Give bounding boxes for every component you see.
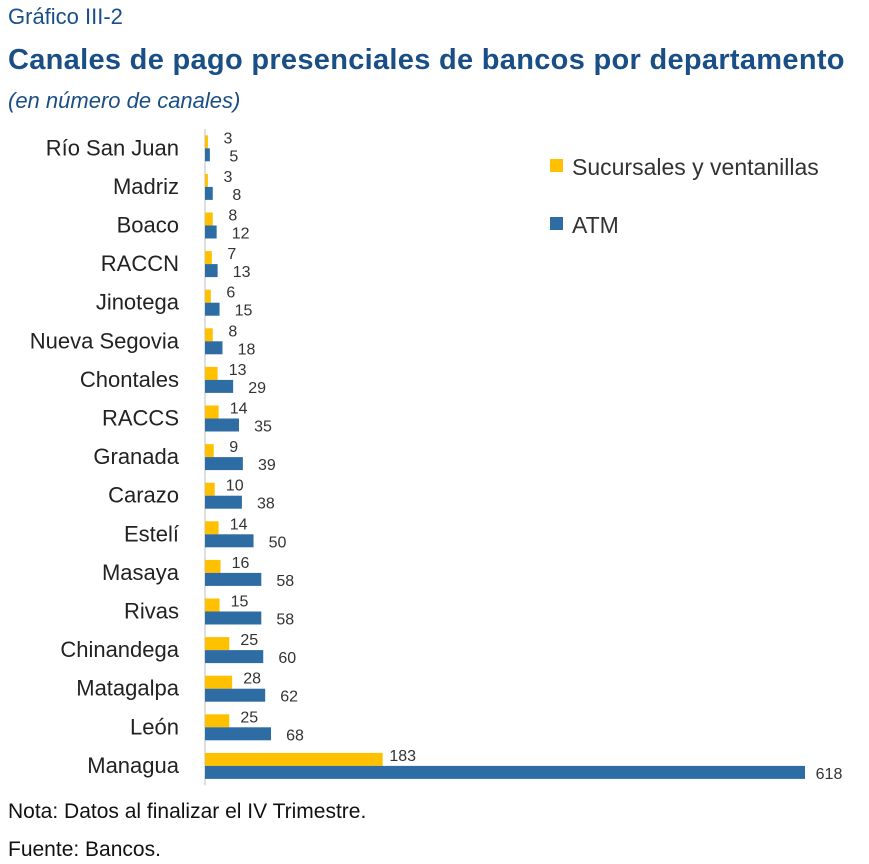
data-label-atm: 39 bbox=[258, 457, 276, 474]
category-label: Chinandega bbox=[60, 637, 179, 662]
category-label: Chontales bbox=[80, 367, 179, 392]
chart-subtitle: (en número de canales) bbox=[8, 88, 241, 113]
data-label-sucursales: 13 bbox=[229, 362, 247, 379]
legend-swatch bbox=[550, 217, 563, 230]
bar-sucursales bbox=[205, 251, 212, 265]
bar-sucursales bbox=[205, 714, 230, 728]
bar-sucursales bbox=[205, 173, 208, 187]
data-label-atm: 58 bbox=[276, 573, 294, 590]
data-label-sucursales: 10 bbox=[226, 478, 244, 495]
data-label-atm: 35 bbox=[254, 419, 272, 436]
legend-label: Sucursales y ventanillas bbox=[572, 154, 819, 180]
bar-atm bbox=[205, 457, 243, 471]
bar-atm bbox=[205, 302, 220, 316]
data-label-sucursales: 183 bbox=[389, 748, 416, 765]
category-label: RACCS bbox=[102, 406, 179, 431]
bar-sucursales bbox=[205, 482, 215, 496]
bar-sucursales bbox=[205, 598, 220, 612]
chart-title: Canales de pago presenciales de bancos p… bbox=[8, 44, 845, 76]
data-label-atm: 58 bbox=[276, 612, 294, 629]
data-label-sucursales: 14 bbox=[230, 516, 248, 533]
bar-atm bbox=[205, 688, 266, 702]
bar-atm bbox=[205, 611, 262, 625]
category-label: RACCN bbox=[101, 251, 179, 276]
data-label-sucursales: 14 bbox=[230, 401, 248, 418]
category-label: Estelí bbox=[124, 521, 179, 546]
bar-sucursales bbox=[205, 328, 213, 342]
data-label-atm: 68 bbox=[286, 727, 304, 744]
category-label: Rivas bbox=[124, 599, 179, 624]
bar-atm bbox=[205, 418, 239, 432]
legend-swatch bbox=[550, 159, 563, 172]
category-label: Río San Juan bbox=[46, 135, 179, 160]
data-label-sucursales: 6 bbox=[226, 285, 235, 302]
bar-sucursales bbox=[205, 752, 383, 766]
category-label: Masaya bbox=[102, 560, 180, 585]
data-label-atm: 5 bbox=[229, 148, 238, 165]
data-label-sucursales: 8 bbox=[228, 208, 237, 225]
footnote: Nota: Datos al finalizar el IV Trimestre… bbox=[8, 800, 367, 823]
data-label-sucursales: 9 bbox=[229, 439, 238, 456]
bar-atm bbox=[205, 572, 262, 586]
category-label: Boaco bbox=[117, 213, 179, 238]
bar-atm bbox=[205, 148, 210, 162]
data-label-sucursales: 28 bbox=[243, 671, 261, 688]
bar-sucursales bbox=[205, 289, 211, 303]
data-label-sucursales: 8 bbox=[228, 323, 237, 340]
bar-sucursales bbox=[205, 637, 230, 651]
bar-atm bbox=[205, 650, 264, 664]
data-label-sucursales: 3 bbox=[223, 130, 232, 147]
data-label-sucursales: 7 bbox=[227, 246, 236, 263]
data-label-atm: 8 bbox=[232, 187, 241, 204]
bar-atm bbox=[205, 379, 234, 393]
bar-sucursales bbox=[205, 405, 219, 419]
data-label-atm: 12 bbox=[232, 226, 250, 243]
data-label-atm: 50 bbox=[269, 534, 287, 551]
bar-sucursales bbox=[205, 366, 218, 380]
data-label-atm: 29 bbox=[248, 380, 266, 397]
bar-sucursales bbox=[205, 559, 221, 573]
category-label: Nueva Segovia bbox=[30, 328, 180, 353]
data-label-atm: 18 bbox=[238, 341, 256, 358]
category-label: Jinotega bbox=[96, 290, 180, 315]
bar-sucursales bbox=[205, 135, 208, 149]
bar-sucursales bbox=[205, 212, 213, 226]
data-label-atm: 60 bbox=[278, 650, 296, 667]
category-label: León bbox=[130, 714, 179, 739]
data-label-atm: 15 bbox=[235, 303, 253, 320]
category-label: Carazo bbox=[108, 483, 179, 508]
bar-sucursales bbox=[205, 675, 233, 689]
source-note: Fuente: Bancos. bbox=[8, 838, 161, 861]
data-label-sucursales: 3 bbox=[223, 169, 232, 186]
data-label-atm: 62 bbox=[280, 689, 298, 706]
bar-atm bbox=[205, 341, 223, 355]
bar-sucursales bbox=[205, 521, 219, 535]
legend-label: ATM bbox=[572, 212, 619, 238]
data-label-atm: 13 bbox=[233, 264, 251, 281]
data-label-sucursales: 25 bbox=[240, 709, 258, 726]
chart-label: Gráfico III-2 bbox=[8, 4, 123, 29]
bar-atm bbox=[205, 186, 213, 200]
data-label-sucursales: 25 bbox=[240, 632, 258, 649]
data-label-atm: 38 bbox=[257, 496, 275, 513]
bar-atm bbox=[205, 495, 242, 509]
bar-atm bbox=[205, 534, 254, 548]
category-label: Granada bbox=[93, 444, 179, 469]
bar-sucursales bbox=[205, 444, 214, 458]
bar-atm bbox=[205, 264, 218, 278]
category-label: Matagalpa bbox=[76, 676, 180, 701]
data-label-sucursales: 16 bbox=[232, 555, 250, 572]
category-label: Madriz bbox=[113, 174, 179, 199]
bar-atm bbox=[205, 765, 805, 779]
bar-atm bbox=[205, 225, 217, 239]
data-label-sucursales: 15 bbox=[231, 594, 249, 611]
data-label-atm: 618 bbox=[816, 766, 843, 783]
category-label: Managua bbox=[87, 753, 180, 778]
bar-atm bbox=[205, 727, 272, 741]
